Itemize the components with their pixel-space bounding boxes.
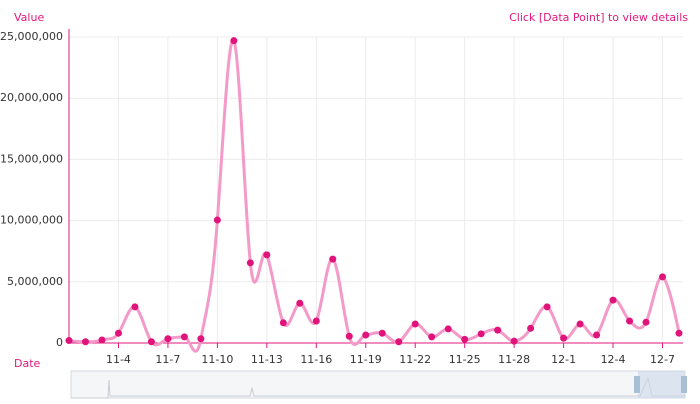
y-axis-label: Value (14, 11, 44, 24)
x-tick-label: 11-25 (449, 353, 481, 366)
data-point[interactable] (312, 317, 320, 325)
data-point[interactable] (246, 259, 254, 267)
data-point[interactable] (560, 334, 568, 342)
data-point[interactable] (444, 325, 452, 333)
data-point[interactable] (329, 255, 337, 263)
y-tick-label: 25,000,000 (0, 30, 63, 43)
data-point[interactable] (98, 336, 106, 344)
data-point[interactable] (362, 331, 370, 339)
y-tick-label: 0 (56, 336, 63, 349)
x-tick-label: 12-4 (601, 353, 626, 366)
data-point[interactable] (395, 338, 403, 346)
data-point[interactable] (593, 331, 601, 339)
data-point[interactable] (642, 318, 650, 326)
y-tick-label: 20,000,000 (0, 91, 63, 104)
x-tick-label: 11-7 (155, 353, 180, 366)
x-tick-label: 11-13 (251, 353, 283, 366)
data-point[interactable] (675, 329, 683, 337)
data-point[interactable] (626, 317, 634, 325)
data-point[interactable] (494, 326, 502, 334)
data-point[interactable] (263, 251, 271, 259)
x-axis-label: Date (14, 357, 41, 370)
annotation[interactable]: Click [Data Point] to view details (509, 11, 688, 24)
data-point[interactable] (296, 299, 304, 307)
x-tick-label: 11-10 (201, 353, 233, 366)
data-point[interactable] (345, 332, 353, 340)
data-point[interactable] (213, 216, 221, 224)
x-tick-label: 12-1 (551, 353, 576, 366)
zoom-slider[interactable] (70, 370, 687, 399)
data-point[interactable] (164, 335, 172, 343)
y-tick-label: 15,000,000 (0, 152, 63, 165)
data-point[interactable] (279, 319, 287, 327)
data-point[interactable] (230, 37, 238, 45)
slider-handle[interactable] (681, 376, 687, 393)
x-tick-label: 11-22 (399, 353, 431, 366)
data-point[interactable] (477, 330, 485, 338)
y-tick-label: 10,000,000 (0, 214, 63, 227)
data-point[interactable] (180, 333, 188, 341)
data-point[interactable] (65, 337, 73, 345)
slider-handle[interactable] (634, 376, 640, 393)
slider-window[interactable] (638, 371, 685, 398)
x-tick-label: 11-28 (498, 353, 530, 366)
data-point[interactable] (131, 303, 139, 311)
data-point[interactable] (659, 273, 667, 281)
data-point[interactable] (411, 320, 419, 328)
data-point[interactable] (510, 337, 518, 345)
data-point[interactable] (609, 296, 617, 304)
data-point[interactable] (114, 329, 122, 337)
data-point[interactable] (378, 329, 386, 337)
data-point[interactable] (197, 335, 205, 343)
x-tick-label: 11-4 (106, 353, 131, 366)
data-point[interactable] (543, 303, 551, 311)
x-tick-label: 11-16 (300, 353, 332, 366)
x-tick-label: 11-19 (350, 353, 382, 366)
data-point[interactable] (461, 335, 469, 343)
data-point[interactable] (428, 333, 436, 341)
data-point[interactable] (81, 338, 89, 346)
slider-track (70, 370, 686, 399)
data-point[interactable] (576, 320, 584, 328)
x-tick-label: 12-7 (650, 353, 675, 366)
y-tick-label: 5,000,000 (7, 275, 63, 288)
data-point[interactable] (147, 338, 155, 346)
line (68, 38, 681, 353)
data-point[interactable] (527, 324, 535, 332)
